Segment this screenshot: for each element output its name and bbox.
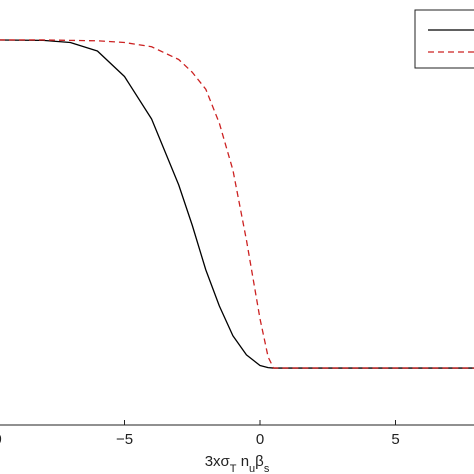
x-axis-label-part: 3xσ (205, 453, 231, 470)
x-tick-label: 0 (256, 431, 264, 448)
x-axis-label-part: s (264, 463, 270, 474)
series-line (0, 39, 474, 369)
x-axis-label-part: u (249, 463, 255, 474)
x-tick-label: 5 (391, 431, 399, 448)
x-axis-label-part: T (230, 463, 237, 474)
x-tick-label: −5 (116, 431, 133, 448)
x-axis-label-part: n (237, 453, 250, 470)
series-line (0, 39, 474, 369)
x-axis-label: 3xσT nuβs (205, 453, 270, 474)
x-axis-label-part: β (255, 453, 264, 470)
x-tick-label: −10 (0, 431, 2, 448)
legend-box (414, 9, 474, 69)
plot-frame (0, 424, 474, 426)
legend (414, 9, 474, 69)
